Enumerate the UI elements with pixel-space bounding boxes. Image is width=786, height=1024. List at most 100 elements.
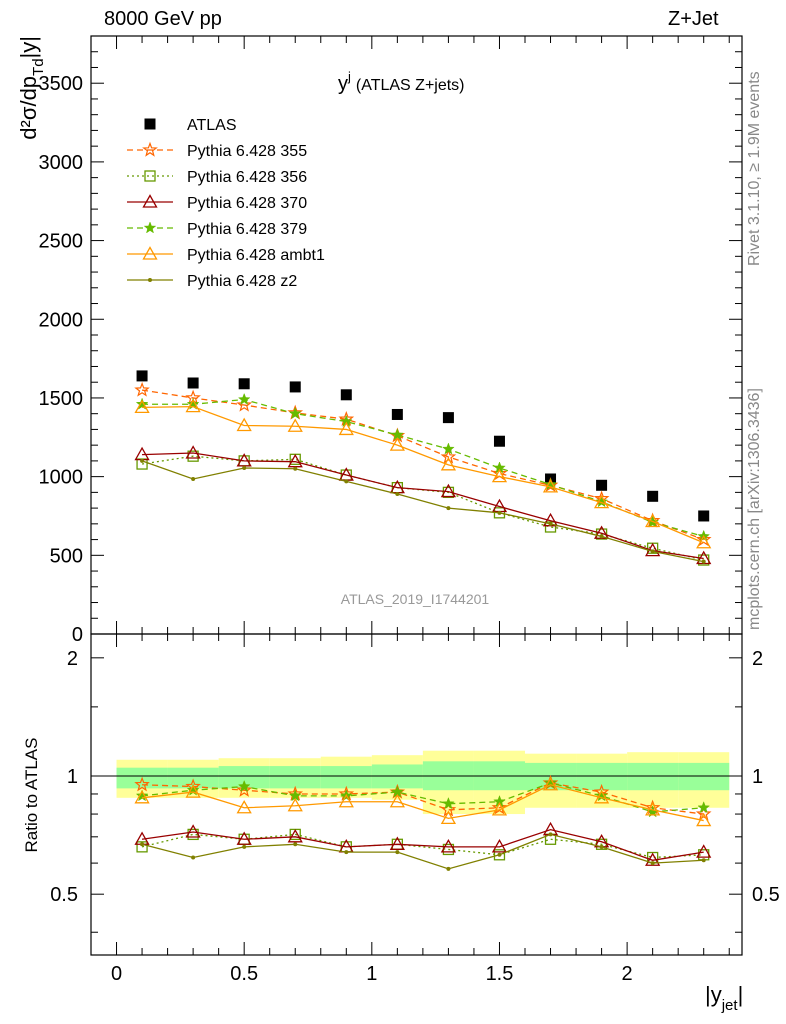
series-0-point <box>391 408 403 420</box>
legend-label: ATLAS <box>187 117 237 134</box>
legend-marker <box>142 194 158 208</box>
series-6-ratio-point <box>395 850 400 855</box>
series-3-ratio-line <box>141 828 704 861</box>
series-3-point <box>440 483 457 498</box>
legend-marker <box>142 141 158 157</box>
series-6-ratio-point <box>701 858 706 863</box>
y-tick-label: 1500 <box>39 388 84 410</box>
series-5-point <box>185 398 201 413</box>
series-6-point <box>293 466 298 471</box>
series-3-ratio-point <box>645 852 661 866</box>
header-left: 8000 GeV pp <box>104 8 222 30</box>
series-1-point <box>236 396 253 412</box>
series-4-ratio-point <box>135 789 149 802</box>
series-3-ratio-point <box>696 844 712 858</box>
legend-label: Pythia 6.428 ambt1 <box>187 247 325 264</box>
series-5-point <box>491 468 508 483</box>
series-5-point <box>389 437 405 451</box>
chart-title-suffix: (ATLAS Z+jets) <box>356 77 465 94</box>
series-1-point <box>134 381 150 397</box>
series-6-ratio-point <box>191 855 196 860</box>
series-5-line <box>142 405 704 544</box>
series-4-point <box>288 406 302 420</box>
y-axis-label-sub: Td <box>30 58 47 76</box>
series-1-point <box>440 448 457 464</box>
x-axis-label: |yjet| <box>705 982 743 1014</box>
series-3-ratio-point <box>491 839 508 853</box>
series-5-ratio-point <box>645 802 661 816</box>
series-2-ratio-point <box>493 849 506 861</box>
series-3-ratio-point <box>287 828 303 843</box>
series-3-ratio-point <box>185 824 201 838</box>
series-6-ratio-point <box>242 844 247 849</box>
series-4-ratio-point <box>697 801 711 814</box>
legend-marker <box>148 278 152 282</box>
series-5-ratio-point <box>389 793 405 808</box>
series-5-ratio-point <box>236 799 252 814</box>
series-4-ratio-point <box>442 796 455 810</box>
ratio-frame <box>90 633 743 956</box>
ratio-y-axis-label: Ratio to ATLAS <box>22 738 41 853</box>
ratio-band-inner <box>627 762 679 791</box>
series-6-ratio-point <box>497 852 502 857</box>
series-5-point <box>440 457 457 471</box>
series-0-point <box>340 389 352 401</box>
series-6-point <box>548 521 553 526</box>
series-3-point <box>287 453 303 468</box>
series-5-ratio-point <box>440 810 457 825</box>
series-5-point <box>287 418 303 432</box>
series-4-point <box>442 442 455 455</box>
series-4-ratio-point <box>544 776 557 789</box>
series-6-point <box>497 510 502 515</box>
legend-label: Pythia 6.428 355 <box>187 143 307 160</box>
y-axis-label-suffix: |y| <box>16 36 41 58</box>
legend-marker <box>144 118 156 130</box>
series-6-line <box>141 460 704 563</box>
series-3-ratio-point <box>440 839 457 853</box>
series-6-point <box>191 476 196 481</box>
series-0-point <box>698 510 710 522</box>
series-1-ratio-point <box>695 805 712 821</box>
series-1-line <box>141 389 704 541</box>
series-6-ratio-point <box>140 842 145 847</box>
series-5-point <box>338 421 354 436</box>
legend-label: Pythia 6.428 356 <box>187 169 307 186</box>
x-tick-label: 1.5 <box>486 963 514 985</box>
series-4-point <box>237 392 251 405</box>
series-6-ratio-point <box>599 844 604 849</box>
y-tick-label: 2000 <box>39 309 84 331</box>
series-3-ratio-point <box>389 836 405 850</box>
series-6-point <box>701 559 706 564</box>
series-6-ratio-line <box>141 833 704 870</box>
series-0-point <box>289 381 301 393</box>
y-tick-label: 0 <box>72 624 83 646</box>
ratio-band-inner <box>269 766 321 789</box>
series-6-ratio-point <box>344 850 349 855</box>
series-4-ratio-point <box>237 779 251 792</box>
series-5-ratio-line <box>141 784 704 822</box>
series-6-ratio-point <box>548 832 553 837</box>
y-tick-label: 3000 <box>39 152 84 174</box>
series-5-point <box>542 479 559 493</box>
x-tick-label: 1 <box>366 963 377 985</box>
series-5-ratio-point <box>542 776 559 791</box>
chart-title-sup: j <box>347 69 351 84</box>
ratio-y-tick-label-right: 1 <box>752 766 763 788</box>
legend-label: Pythia 6.428 z2 <box>187 273 297 290</box>
series-6-point <box>344 479 349 484</box>
series-6-ratio-point <box>293 842 298 847</box>
series-4-point <box>595 495 608 508</box>
legend-marker <box>143 221 157 234</box>
series-1-ratio-line <box>142 782 704 815</box>
series-1-ratio-point <box>491 799 508 815</box>
x-tick-label: 0 <box>111 963 122 985</box>
series-4-point <box>390 428 404 441</box>
chart-title: yj(ATLAS Z+jets) <box>338 69 465 95</box>
series-4-line <box>142 398 704 538</box>
series-3-point <box>185 445 201 459</box>
ratio-band-inner <box>678 762 730 791</box>
x-tick-label: 2 <box>622 963 633 985</box>
x-tick-label: 0.5 <box>230 963 258 985</box>
series-1-ratio-point <box>134 776 150 792</box>
ratio-y-tick-label: 2 <box>67 648 78 670</box>
